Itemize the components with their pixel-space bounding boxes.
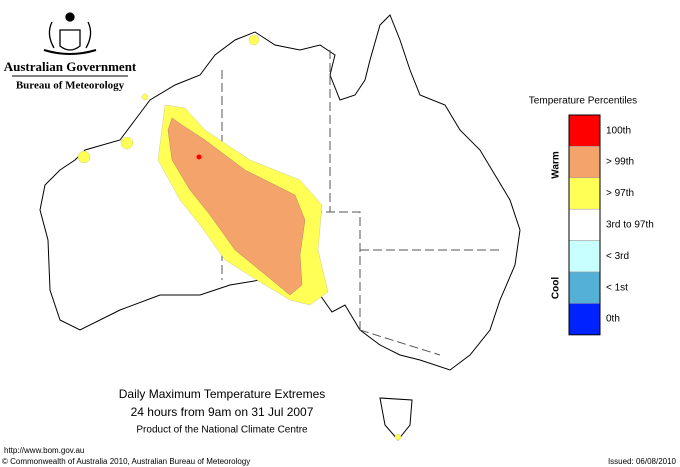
legend-label: 3rd to 97th — [606, 220, 654, 231]
map — [39, 14, 521, 441]
legend-swatch — [568, 303, 601, 336]
footer-url: http://www.bom.gov.au — [4, 446, 84, 455]
heat-97-spots — [77, 34, 402, 441]
legend: Temperature Percentiles Warm Cool 100th >… — [529, 96, 654, 336]
footer-issued: Issued: 06/08/2010 — [608, 457, 677, 466]
legend-swatch — [568, 208, 601, 241]
tasmania — [379, 397, 413, 441]
legend-swatch — [568, 146, 601, 179]
crest — [43, 12, 97, 55]
heat-99 — [167, 117, 306, 296]
heat-100 — [196, 154, 202, 160]
map-title: Daily Maximum Temperature Extremes — [119, 387, 326, 401]
legend-label: > 97th — [606, 188, 634, 199]
legend-frame — [568, 114, 601, 336]
map-credit: Product of the National Climate Centre — [136, 425, 308, 436]
legend-swatch — [568, 177, 601, 210]
legend-swatch — [568, 114, 601, 147]
legend-title: Temperature Percentiles — [529, 96, 637, 107]
legend-label: < 1st — [606, 282, 628, 293]
legend-label: > 99th — [606, 157, 634, 168]
footer-copyright: © Commonwealth of Australia 2010, Austra… — [2, 457, 250, 466]
map-subtitle: 24 hours from 9am on 31 Jul 2007 — [131, 405, 314, 419]
legend-label: 100th — [606, 125, 631, 136]
government-name: Australian Government — [4, 59, 137, 74]
agency-name: Bureau of Meteorology — [16, 80, 125, 92]
legend-swatch — [568, 240, 601, 273]
warm-label: Warm — [551, 151, 562, 179]
cool-label: Cool — [551, 277, 562, 299]
legend-swatch — [568, 271, 601, 304]
legend-label: < 3rd — [606, 251, 629, 262]
legend-label: 0th — [606, 314, 620, 325]
